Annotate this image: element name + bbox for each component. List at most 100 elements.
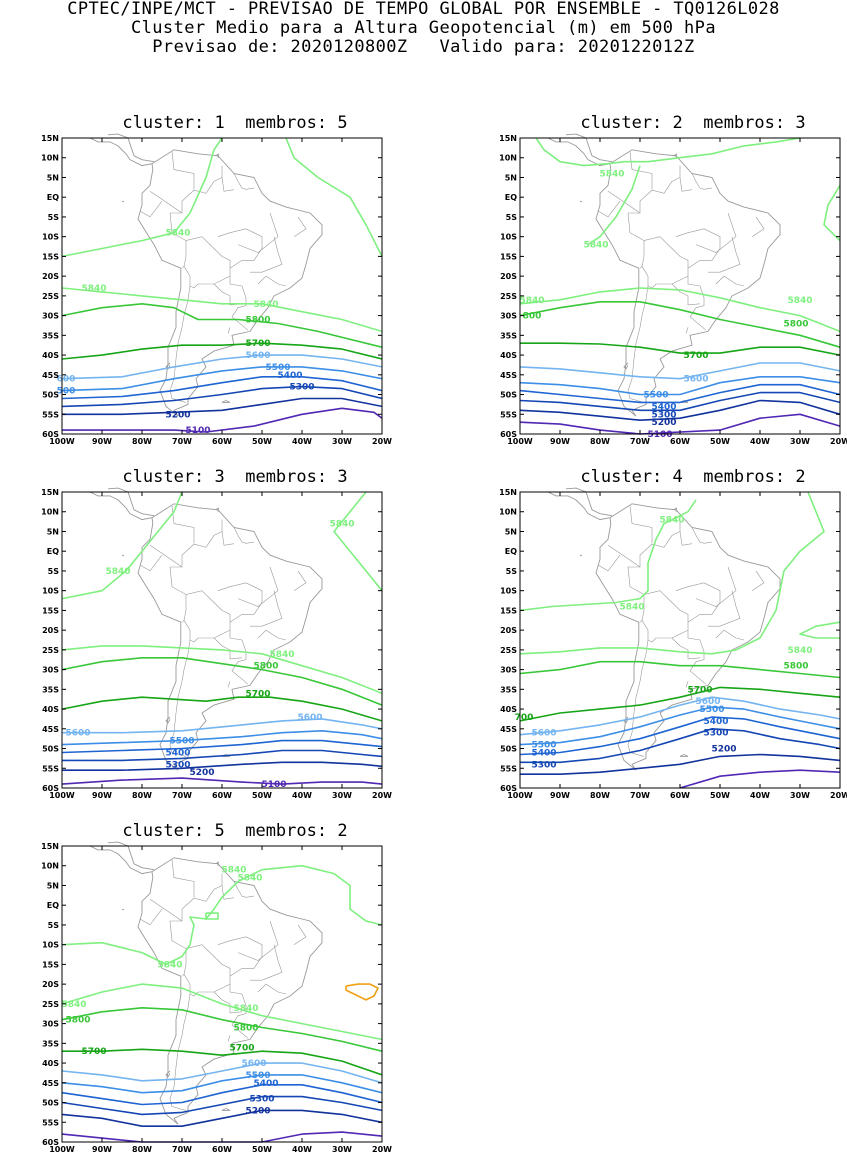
chart-title-line3: Previsao de: 2020120800Z Valido para: 20… bbox=[152, 37, 695, 57]
contour-5500 bbox=[61, 730, 383, 746]
contour-label: 5200 bbox=[245, 1106, 270, 1116]
lon-tick-label: 80W bbox=[132, 437, 152, 446]
lon-tick-label: 90W bbox=[550, 791, 570, 800]
lat-tick-label: 50S bbox=[42, 391, 59, 400]
contour-label: 5700 bbox=[245, 689, 270, 699]
contour-5100 bbox=[679, 769, 841, 789]
lat-tick-label: 15N bbox=[499, 134, 517, 143]
lat-tick-label: 15S bbox=[500, 252, 517, 261]
contour-5300 bbox=[520, 728, 841, 764]
lat-tick-label: 10S bbox=[42, 233, 59, 242]
lat-tick-label: 35S bbox=[42, 1039, 59, 1048]
contour-label: 5300 bbox=[651, 410, 676, 420]
lon-tick-label: 80W bbox=[590, 437, 610, 446]
lon-tick-label: 20W bbox=[372, 791, 392, 800]
contour-label: 5200 bbox=[651, 418, 676, 428]
lon-tick-label: 60W bbox=[212, 1145, 232, 1154]
contour-label: 5100 bbox=[261, 780, 286, 790]
lat-tick-label: 10S bbox=[42, 941, 59, 950]
contour-label: 5600 bbox=[245, 351, 270, 361]
contour-label: 5100 bbox=[647, 430, 672, 440]
contour-orange bbox=[345, 983, 379, 1001]
lat-tick-label: 20S bbox=[42, 626, 59, 635]
lon-tick-label: 50W bbox=[252, 1145, 272, 1154]
contour-label: 5840 bbox=[269, 650, 294, 660]
contour-5840 bbox=[519, 499, 697, 612]
lon-tick-label: 40W bbox=[292, 791, 312, 800]
panel-title: cluster: 5 membros: 2 bbox=[122, 821, 348, 841]
lat-tick-label: 35S bbox=[500, 685, 517, 694]
lat-tick-label: 50S bbox=[500, 745, 517, 754]
lon-tick-label: 30W bbox=[332, 1145, 352, 1154]
contour-label: 5500 bbox=[643, 391, 668, 401]
contour-label: 5500 bbox=[169, 737, 194, 747]
contour-label: 5300 bbox=[289, 383, 314, 393]
lon-tick-label: 60W bbox=[670, 791, 690, 800]
contour-label: 5840 bbox=[253, 300, 278, 310]
contour-label: 800 bbox=[523, 312, 542, 322]
lat-tick-label: 10N bbox=[41, 154, 59, 163]
lon-tick-label: 70W bbox=[630, 437, 650, 446]
lon-tick-label: 80W bbox=[132, 791, 152, 800]
contour-label: 5840 bbox=[519, 296, 544, 306]
contour-label: 5840 bbox=[787, 296, 812, 306]
contour-5600 bbox=[519, 696, 841, 736]
contour-label: 5400 bbox=[165, 748, 190, 758]
lon-tick-label: 70W bbox=[172, 1145, 192, 1154]
contour-5700 bbox=[519, 686, 841, 722]
contour-5840 bbox=[205, 912, 219, 920]
lat-tick-label: 35S bbox=[42, 685, 59, 694]
contour-5840 bbox=[61, 491, 183, 600]
contour-5200 bbox=[519, 399, 841, 421]
contour-label: 5800 bbox=[783, 319, 808, 329]
lon-tick-label: 90W bbox=[92, 437, 112, 446]
lon-tick-label: 80W bbox=[590, 791, 610, 800]
contour-label: 5600 bbox=[695, 697, 720, 707]
lat-tick-label: 15S bbox=[42, 252, 59, 261]
contour-label: 5840 bbox=[619, 602, 644, 612]
contour-label: 5200 bbox=[165, 410, 190, 420]
cluster-2-map: 5840584058408005840580057005600550054005… bbox=[499, 133, 847, 446]
map-axes: 15N 10N 5N EQ 5S 10S 15S 20S 25S 30S 35S 40S 45S 50S 5… bbox=[41, 488, 392, 800]
contour-5840 bbox=[823, 184, 841, 242]
contour-label: 5800 bbox=[783, 662, 808, 672]
coastline-outlines bbox=[536, 133, 781, 417]
lat-tick-label: 35S bbox=[42, 331, 59, 340]
contour-label: 5300 bbox=[531, 760, 556, 770]
contour-5840 bbox=[519, 491, 825, 655]
contour-label: 5500 bbox=[245, 1071, 270, 1081]
contour-label: 5840 bbox=[583, 241, 608, 251]
lat-tick-label: EQ bbox=[47, 901, 59, 910]
lat-tick-label: 5N bbox=[47, 527, 59, 536]
lat-tick-label: 55S bbox=[42, 410, 59, 419]
contour-5700 bbox=[61, 696, 383, 722]
contour-lines bbox=[61, 864, 383, 1143]
lon-tick-label: 40W bbox=[750, 437, 770, 446]
contour-label: 5300 bbox=[249, 1095, 274, 1105]
contour-5840 bbox=[61, 908, 215, 966]
contour-5840 bbox=[61, 645, 383, 695]
lat-tick-label: EQ bbox=[505, 193, 517, 202]
contour-label: 5600 bbox=[65, 729, 90, 739]
lat-tick-label: 5S bbox=[48, 213, 60, 222]
contour-label: 5840 bbox=[329, 520, 354, 530]
lon-tick-label: 70W bbox=[630, 791, 650, 800]
lon-tick-label: 20W bbox=[372, 437, 392, 446]
contour-label: 5600 bbox=[683, 375, 708, 385]
lat-tick-label: 5S bbox=[506, 567, 518, 576]
lat-tick-label: 60S bbox=[42, 1138, 59, 1147]
chart-title-line1: CPTEC/INPE/MCT - PREVISAO DE TEMPO GLOBA… bbox=[67, 0, 780, 19]
contour-5500 bbox=[61, 1074, 383, 1094]
contour-5840 bbox=[333, 491, 383, 592]
lat-tick-label: 25S bbox=[500, 646, 517, 655]
contour-label: 5840 bbox=[237, 874, 262, 884]
contour-label: 5840 bbox=[233, 1004, 258, 1014]
lon-tick-label: 70W bbox=[172, 791, 192, 800]
lat-tick-label: 15N bbox=[499, 488, 517, 497]
contour-5400 bbox=[61, 376, 383, 400]
lat-tick-label: 5N bbox=[505, 527, 517, 536]
lon-tick-label: 100W bbox=[507, 437, 533, 446]
contour-5600 bbox=[62, 718, 383, 734]
lat-tick-label: 55S bbox=[42, 764, 59, 773]
